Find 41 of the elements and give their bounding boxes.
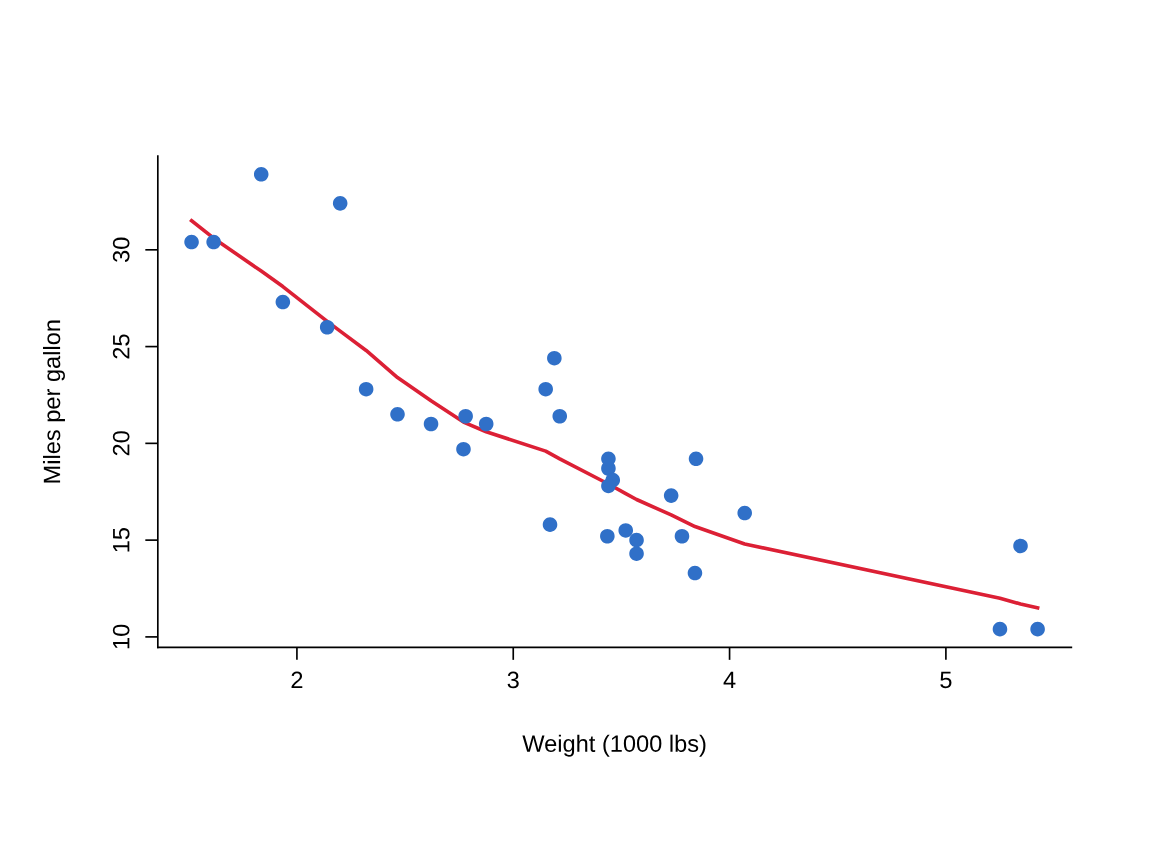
- y-axis-title: Miles per gallon: [42, 320, 65, 483]
- y-tick-label: 25: [112, 334, 130, 359]
- point: [458, 408, 473, 424]
- point: [456, 441, 471, 457]
- point: [253, 167, 269, 182]
- point: [737, 505, 752, 521]
- point: [319, 319, 335, 335]
- point: [629, 546, 644, 561]
- point: [1013, 538, 1028, 554]
- y-tick-label: 10: [112, 624, 130, 649]
- point: [552, 408, 568, 424]
- point: [618, 523, 634, 538]
- point: [687, 565, 703, 581]
- y-tick-label: 15: [113, 527, 130, 552]
- point: [1030, 621, 1045, 637]
- point: [663, 488, 679, 503]
- x-tick-label: 2: [291, 671, 303, 689]
- point: [992, 621, 1008, 637]
- point: [629, 532, 644, 548]
- point: [358, 381, 374, 397]
- line-series: [189, 218, 1040, 610]
- point: [600, 528, 615, 544]
- point: [674, 528, 690, 544]
- point: [688, 451, 704, 467]
- point: [332, 196, 348, 211]
- point: [275, 294, 291, 310]
- y-tick-label: 30: [112, 237, 130, 263]
- point: [206, 234, 221, 250]
- point: [478, 416, 494, 432]
- x-tick-label: 5: [940, 671, 952, 689]
- point: [538, 381, 553, 397]
- point: [390, 407, 405, 422]
- point: [601, 478, 616, 494]
- point: [184, 234, 199, 250]
- point: [542, 517, 558, 532]
- point: [547, 350, 562, 366]
- y-tick-label: 20: [112, 431, 130, 456]
- point: [423, 416, 439, 432]
- x-tick-label: 4: [723, 671, 736, 689]
- x-tick-label: 3: [507, 671, 519, 689]
- x-axis-title: Weight (1000 lbs): [522, 734, 706, 757]
